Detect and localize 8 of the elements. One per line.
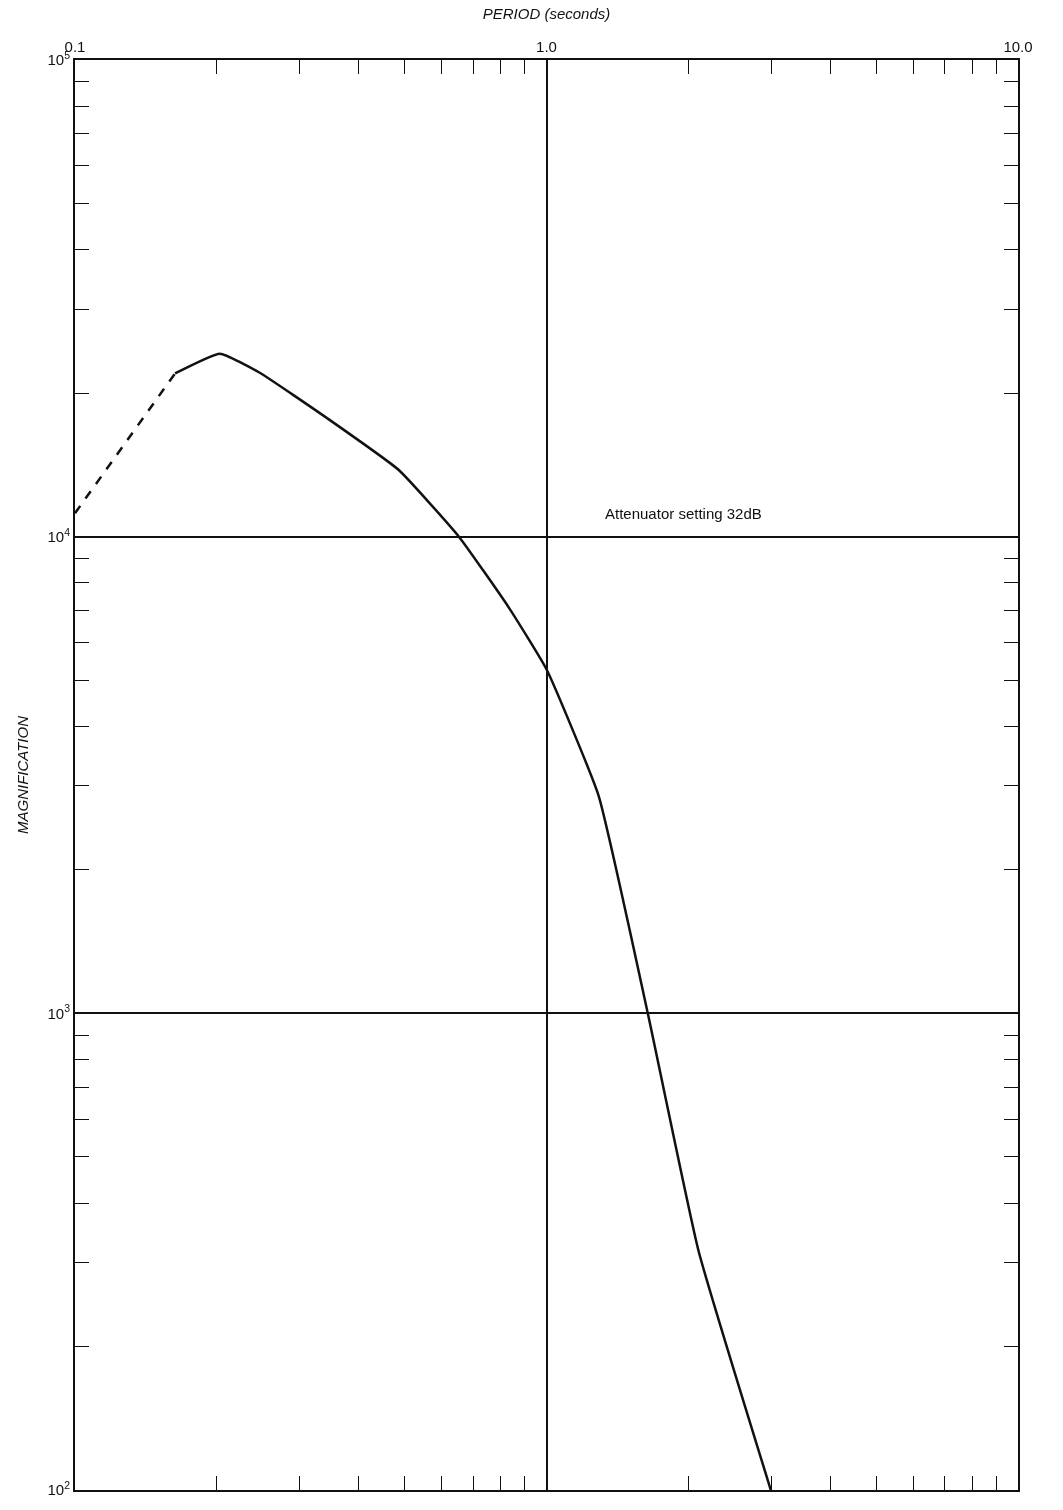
y-axis-title: MAGNIFICATION [14, 715, 32, 835]
annotation: Attenuator setting 32dB [605, 505, 762, 522]
x-tick-label: 1.0 [536, 38, 557, 55]
y-tick-label: 10$^{2}$ [47, 1478, 71, 1499]
y-tick-label: 10$^{3}$ [47, 1002, 71, 1022]
x-tick-label: 10.0 [1003, 38, 1033, 55]
y-tick-label: 10$^{4}$ [47, 525, 71, 545]
x-axis-title: PERIOD (seconds) [482, 4, 611, 22]
